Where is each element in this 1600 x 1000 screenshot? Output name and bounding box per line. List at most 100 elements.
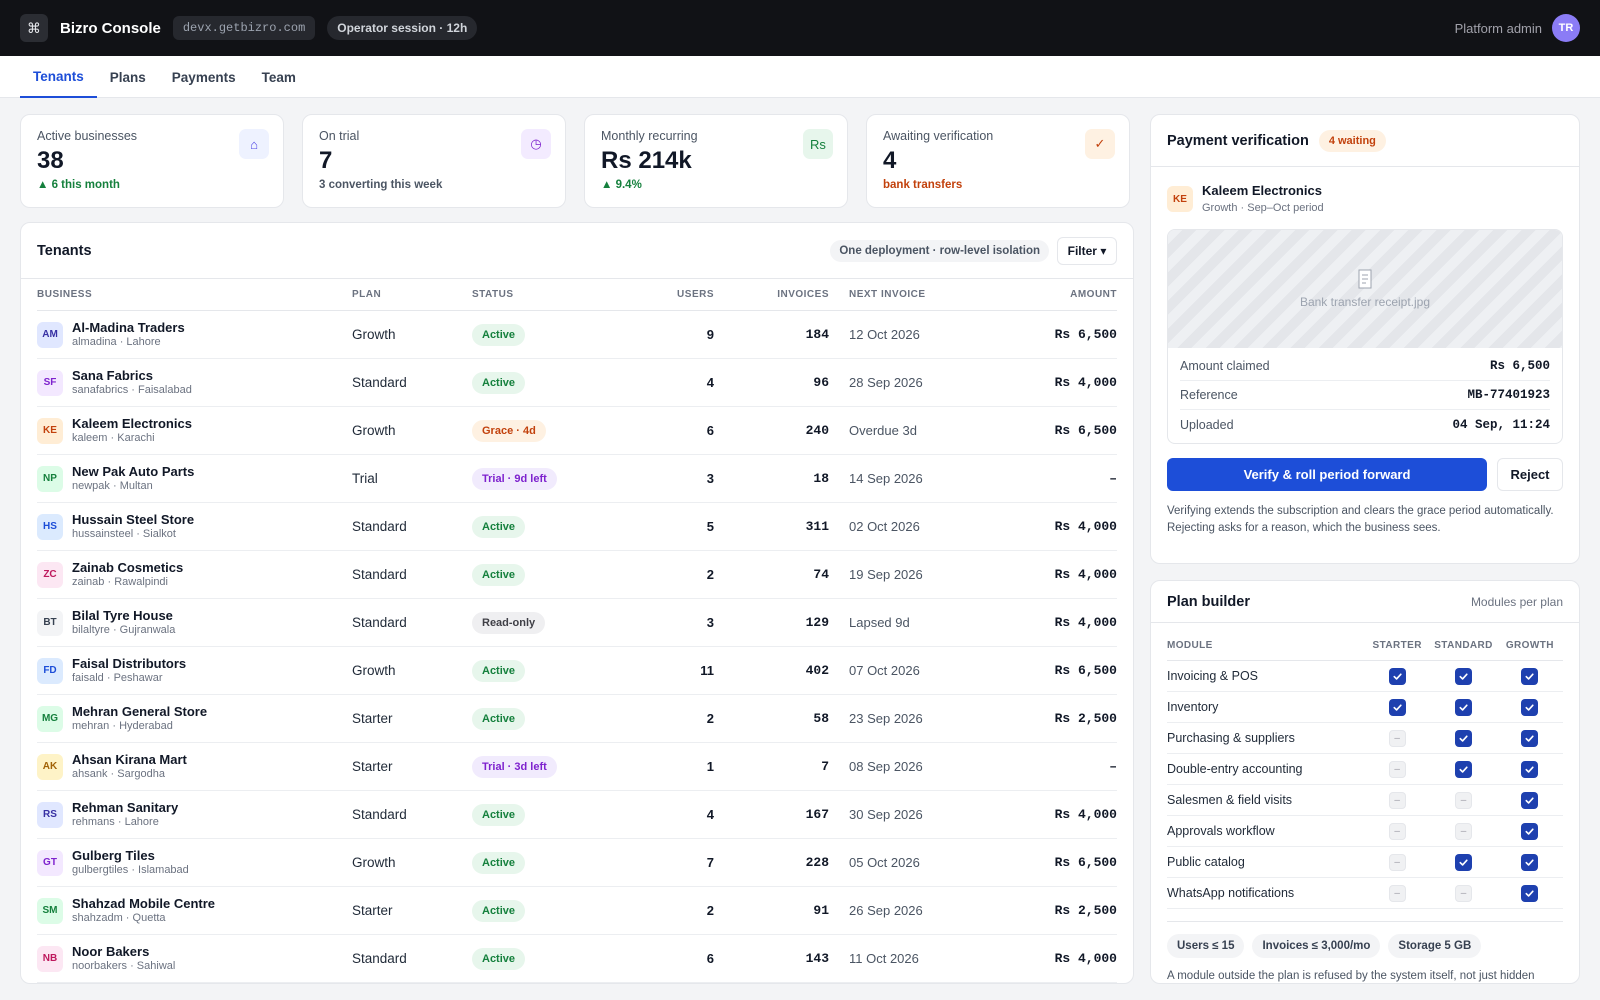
checkbox-checked-icon[interactable] <box>1521 853 1539 871</box>
invoices-cell: 58 <box>813 711 829 726</box>
next-invoice-cell: 14 Sep 2026 <box>849 471 923 486</box>
verify-button[interactable]: Verify & roll period forward <box>1167 458 1487 491</box>
tab-payments[interactable]: Payments <box>171 69 236 85</box>
col-status[interactable]: STATUS <box>472 289 514 300</box>
checkbox-checked-icon[interactable] <box>1455 667 1473 685</box>
table-row[interactable]: AK Ahsan Kirana Mart ahsank · Sargodha Star… <box>37 743 1117 791</box>
checkbox-checked-icon[interactable] <box>1521 822 1539 840</box>
growth-cell <box>1497 698 1563 716</box>
checkbox-checked-icon[interactable] <box>1455 853 1473 871</box>
business-initials: FD <box>37 657 63 684</box>
tab-tenants[interactable]: Tenants <box>20 56 97 98</box>
filter-button[interactable]: Filter ▾ <box>1057 236 1117 265</box>
checkbox-checked-icon[interactable] <box>1521 698 1539 716</box>
status-cell: Read-only <box>472 611 612 634</box>
business-name[interactable]: Noor Bakers <box>72 944 150 959</box>
table-row[interactable]: SM Shahzad Mobile Centre shahzadm · Quetta… <box>37 887 1117 935</box>
checkbox-checked-icon[interactable] <box>1521 729 1539 747</box>
col-invoices[interactable]: INVOICES <box>777 289 829 300</box>
checkbox-unavailable-icon[interactable]: – <box>1388 853 1406 871</box>
table-row[interactable]: SF Sana Fabrics sanafabrics · Faisalabad St… <box>37 359 1117 407</box>
table-row[interactable]: NP New Pak Auto Parts newpak · Multan Trial… <box>37 455 1117 503</box>
business-name[interactable]: Zainab Cosmetics <box>72 560 184 575</box>
tab-plans[interactable]: Plans <box>109 69 146 85</box>
table-row[interactable]: FD Faisal Distributors faisald · Peshawar G… <box>37 647 1117 695</box>
module-name: Approvals workflow <box>1167 824 1275 838</box>
status-badge: Active <box>472 947 526 970</box>
checkbox-unavailable-icon[interactable]: – <box>1455 791 1473 809</box>
users-cell: 9 <box>706 327 714 342</box>
next-invoice-cell: 02 Oct 2026 <box>849 519 920 534</box>
checkbox-checked-icon[interactable] <box>1388 667 1406 685</box>
business-name[interactable]: Bilal Tyre House <box>72 608 173 623</box>
business-initials: SM <box>37 897 63 924</box>
table-row[interactable]: KE Kaleem Electronics kaleem · Karachi Grow… <box>37 407 1117 455</box>
col-next-invoice[interactable]: NEXT INVOICE <box>849 289 926 300</box>
business-sub: zainab · Rawalpindi <box>72 576 168 588</box>
tab-team[interactable]: Team <box>261 69 296 85</box>
checkbox-checked-icon[interactable] <box>1521 667 1539 685</box>
kpi-label: On trial <box>319 129 360 143</box>
checkbox-unavailable-icon[interactable]: – <box>1388 822 1406 840</box>
checkbox-checked-icon[interactable] <box>1521 884 1539 902</box>
plan-cell: Starter <box>352 711 393 726</box>
table-row[interactable]: AM Al-Madina Traders almadina · Lahore Grow… <box>37 311 1117 359</box>
checkbox-unavailable-icon[interactable]: – <box>1388 729 1406 747</box>
business-name[interactable]: Ahsan Kirana Mart <box>72 752 187 767</box>
business-sub: mehran · Hyderabad <box>72 720 173 732</box>
checkbox-checked-icon[interactable] <box>1521 791 1539 809</box>
business-name[interactable]: Gulberg Tiles <box>72 848 155 863</box>
col-amount[interactable]: AMOUNT <box>1070 289 1117 300</box>
plan-cell: Trial <box>352 471 378 486</box>
table-row[interactable]: NB Noor Bakers noorbakers · Sahiwal Standar… <box>37 935 1117 983</box>
field-label: Reference <box>1180 388 1238 402</box>
table-row[interactable]: GT Gulberg Tiles gulbergtiles · Islamabad G… <box>37 839 1117 887</box>
checkbox-checked-icon[interactable] <box>1455 698 1473 716</box>
receipt-image[interactable]: Bank transfer receipt.jpg <box>1168 230 1562 348</box>
business-name[interactable]: Kaleem Electronics <box>72 416 192 431</box>
table-row[interactable]: HS Hussain Steel Store hussainsteel · Sial… <box>37 503 1117 551</box>
amount-cell: Rs 6,500 <box>1054 663 1117 678</box>
col-plan[interactable]: PLAN <box>352 289 382 300</box>
business-name[interactable]: Faisal Distributors <box>72 656 187 671</box>
checkbox-unavailable-icon[interactable]: – <box>1388 791 1406 809</box>
table-row[interactable]: ZC Zainab Cosmetics zainab · Rawalpindi Sta… <box>37 551 1117 599</box>
table-row[interactable]: RS Rehman Sanitary rehmans · Lahore Standar… <box>37 791 1117 839</box>
checkbox-checked-icon[interactable] <box>1521 760 1539 778</box>
status-cell: Grace · 4d <box>472 419 612 442</box>
col-users[interactable]: USERS <box>677 289 714 300</box>
business-name[interactable]: Mehran General Store <box>72 704 208 719</box>
table-row[interactable]: MG Mehran General Store mehran · Hyderabad… <box>37 695 1117 743</box>
checkbox-unavailable-icon[interactable]: – <box>1388 884 1406 902</box>
next-invoice-cell: 05 Oct 2026 <box>849 855 920 870</box>
reject-button[interactable]: Reject <box>1497 458 1563 491</box>
checkbox-unavailable-icon[interactable]: – <box>1455 822 1473 840</box>
status-cell: Trial · 9d left <box>472 467 612 490</box>
business-name[interactable]: New Pak Auto Parts <box>72 464 195 479</box>
checkbox-checked-icon[interactable] <box>1455 760 1473 778</box>
checkbox-checked-icon[interactable] <box>1388 698 1406 716</box>
plan-row: Approvals workflow – – <box>1167 816 1563 847</box>
field-value: Rs 6,500 <box>1489 359 1550 373</box>
col-business[interactable]: BUSINESS <box>37 289 93 300</box>
avatar[interactable]: TR <box>1552 14 1580 42</box>
business-sub: bilaltyre · Gujranwala <box>72 624 176 636</box>
plan-row: Public catalog – <box>1167 847 1563 878</box>
business-name[interactable]: Rehman Sanitary <box>72 800 179 815</box>
table-row[interactable]: BT Bilal Tyre House bilaltyre · Gujranwala… <box>37 599 1117 647</box>
business-name[interactable]: Shahzad Mobile Centre <box>72 896 216 911</box>
status-badge: Active <box>472 323 526 346</box>
checkbox-checked-icon[interactable] <box>1455 729 1473 747</box>
business-name[interactable]: Sana Fabrics <box>72 368 153 383</box>
business-name[interactable]: Al-Madina Traders <box>72 320 185 335</box>
standard-cell <box>1430 729 1496 747</box>
next-invoice-cell: 08 Sep 2026 <box>849 759 923 774</box>
checkbox-unavailable-icon[interactable]: – <box>1455 884 1473 902</box>
status-badge: Active <box>472 803 526 826</box>
plan-builder-card: Plan builder Modules per plan MODULE STA… <box>1150 580 1580 984</box>
rupee-icon: Rs <box>803 129 833 159</box>
command-icon[interactable]: ⌘ <box>20 14 48 42</box>
users-cell: 3 <box>706 471 714 486</box>
checkbox-unavailable-icon[interactable]: – <box>1388 760 1406 778</box>
business-name[interactable]: Hussain Steel Store <box>72 512 195 527</box>
